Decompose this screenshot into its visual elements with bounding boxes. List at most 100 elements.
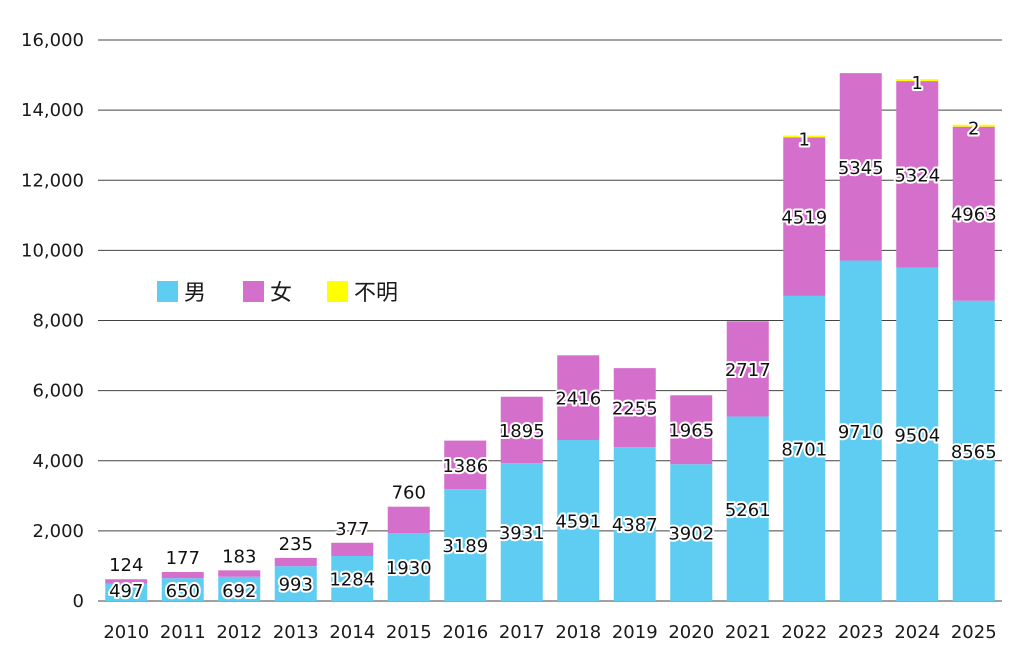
bar-segment	[726, 416, 769, 601]
bar-segment	[500, 396, 543, 464]
y-tick-label: 8,000	[32, 311, 84, 332]
y-tick-label: 6,000	[32, 381, 84, 402]
bar-segment	[839, 73, 882, 261]
x-tick-label: 2017	[499, 622, 545, 643]
legend-label: 男	[184, 281, 206, 306]
bar-segment	[670, 464, 713, 601]
data-label: 2	[968, 119, 979, 140]
data-label: 8701	[781, 439, 827, 460]
data-label: 1895	[499, 421, 545, 442]
bar-segment	[952, 126, 995, 301]
bar-segment	[387, 533, 430, 601]
data-label: 235	[279, 534, 313, 555]
y-tick-label: 2,000	[32, 521, 84, 542]
data-label: 1386	[442, 456, 488, 477]
data-label: 8565	[951, 442, 997, 463]
bar-segment	[218, 576, 261, 601]
legend-label: 不明	[354, 281, 398, 306]
bar-segment	[557, 440, 600, 601]
data-label: 9504	[894, 425, 940, 446]
x-tick-label: 2025	[951, 622, 997, 643]
bar-segment	[783, 135, 826, 138]
data-label: 5345	[838, 158, 884, 179]
data-label: 124	[109, 555, 143, 576]
legend-label: 女	[270, 281, 292, 306]
data-label: 4519	[781, 208, 827, 229]
bar-segment	[105, 583, 148, 601]
y-tick-label: 0	[73, 591, 84, 612]
bar-segment	[331, 555, 374, 601]
y-tick-label: 12,000	[21, 170, 84, 191]
x-tick-label: 2024	[894, 622, 940, 643]
legend: 男 女 不明	[157, 281, 398, 306]
data-label: 2416	[555, 389, 601, 410]
x-tick-label: 2021	[725, 622, 771, 643]
bar-segment	[387, 506, 430, 534]
data-label: 650	[166, 581, 200, 602]
x-tick-label: 2011	[160, 622, 206, 643]
bar-segment	[274, 557, 317, 567]
bar-segment	[670, 395, 713, 465]
bar-segment	[613, 447, 656, 601]
data-label: 183	[222, 546, 256, 567]
y-tick-label: 10,000	[21, 240, 84, 261]
data-label: 4387	[612, 515, 658, 536]
bar-segment	[218, 570, 261, 577]
bar-segment	[896, 267, 939, 601]
data-label: 692	[222, 581, 256, 602]
data-labels: 497 124 650 177 692 183 993 235 1284 377 1930 760 31…	[107, 71, 999, 604]
bar-segment	[896, 79, 939, 82]
x-tick-label: 2010	[103, 622, 149, 643]
x-axis-tick-labels: 2010 2011 2012 2013 2014 2015 2016 2017 2018 2019…	[103, 622, 996, 643]
data-label: 993	[279, 575, 313, 596]
bar-segment	[444, 440, 487, 490]
y-axis-tick-labels: 0 2,000 4,000 6,000 8,000 10,000 12,000 14,000 1…	[21, 30, 84, 612]
bar-segment	[161, 572, 204, 579]
data-label: 1930	[386, 558, 432, 579]
data-label: 377	[335, 519, 369, 540]
data-label: 9710	[838, 422, 884, 443]
bar-segment	[896, 81, 939, 268]
x-tick-label: 2012	[216, 622, 262, 643]
y-tick-label: 4,000	[32, 451, 84, 472]
bar-segment	[726, 321, 769, 417]
bar-segment	[613, 368, 656, 448]
y-tick-label: 16,000	[21, 30, 84, 51]
bar-segment	[500, 463, 543, 601]
bar-segment	[331, 542, 374, 556]
data-label: 1	[912, 73, 923, 94]
x-tick-label: 2014	[329, 622, 375, 643]
x-tick-label: 2018	[555, 622, 601, 643]
bar-segment	[839, 260, 882, 601]
data-label: 4591	[555, 512, 601, 533]
bar-segment	[161, 578, 204, 601]
data-label: 5261	[725, 500, 771, 521]
x-tick-label: 2022	[781, 622, 827, 643]
data-label: 3931	[499, 523, 545, 544]
data-label: 5324	[894, 165, 940, 186]
bar-segment	[557, 355, 600, 441]
bars	[105, 73, 995, 601]
data-label: 3902	[668, 524, 714, 545]
bar-segment	[105, 579, 148, 584]
x-tick-label: 2013	[273, 622, 319, 643]
data-label: 497	[109, 581, 143, 602]
bar-segment	[783, 295, 826, 601]
bar-segment	[952, 124, 995, 127]
data-label: 177	[166, 548, 200, 569]
x-tick-label: 2015	[386, 622, 432, 643]
data-label: 1	[799, 129, 810, 150]
data-label: 2255	[612, 399, 658, 420]
bar-segment	[783, 137, 826, 296]
data-label: 760	[392, 483, 426, 504]
bar-segment	[274, 566, 317, 601]
legend-swatch	[157, 281, 178, 302]
x-tick-label: 2020	[668, 622, 714, 643]
data-label: 1284	[329, 569, 375, 590]
data-label: 2717	[725, 360, 771, 381]
x-tick-label: 2019	[612, 622, 658, 643]
x-tick-label: 2016	[442, 622, 488, 643]
y-tick-label: 14,000	[21, 100, 84, 121]
legend-swatch	[243, 281, 264, 302]
